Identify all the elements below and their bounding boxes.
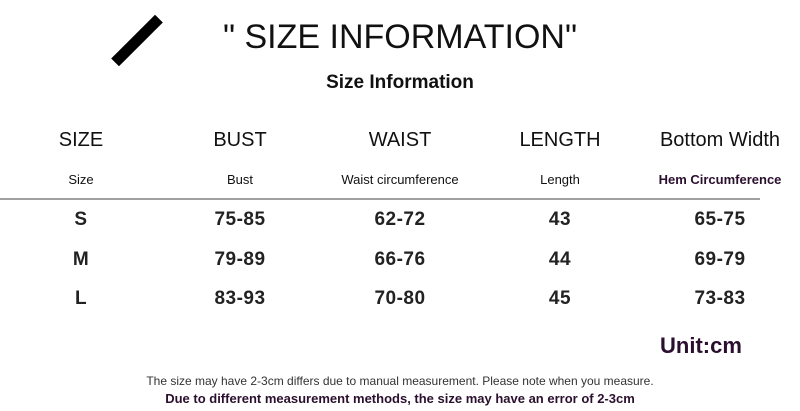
table-cell: 44 [548,249,572,270]
column-subheader: Waist circumference [341,172,459,187]
table-cell: 70-80 [374,288,426,309]
page-subtitle: Size Information [326,72,474,93]
table-cell: 62-72 [374,209,426,230]
table-cell: 69-79 [694,249,746,270]
column-header: SIZE [58,129,104,151]
column-header: LENGTH [519,129,601,151]
table-cell: 65-75 [694,209,746,230]
table-cell: 43 [548,209,572,230]
table-cell: 45 [548,288,572,309]
table-cell: 83-93 [214,288,266,309]
measurement-note: The size may have 2-3cm differs due to m… [146,374,654,388]
column-subheader: Hem Circumference [658,172,782,187]
divider [0,198,760,200]
unit-label: Unit:cm [660,333,742,358]
table-cell: 79-89 [214,249,266,270]
column-header: WAIST [368,129,432,151]
table-cell: 66-76 [374,249,426,270]
table-cell: L [74,288,88,309]
page-title: " SIZE INFORMATION" [222,18,578,56]
column-subheader: Length [540,172,580,187]
column-header: BUST [213,129,267,151]
table-cell: S [74,209,88,230]
error-note: Due to different measurement methods, th… [165,391,635,406]
column-subheader: Bust [226,172,253,187]
table-cell: 73-83 [694,288,746,309]
table-cell: 75-85 [214,209,266,230]
table-cell: M [72,249,90,270]
column-subheader: Size [68,172,94,187]
column-header: Bottom Width [659,129,781,151]
